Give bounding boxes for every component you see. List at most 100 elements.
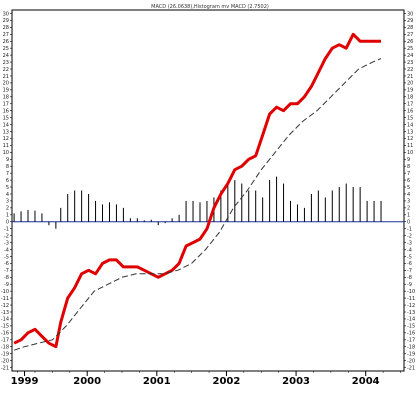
y-tick-label-left: 20 [3, 81, 9, 87]
y-tick-label-right: 9 [407, 157, 410, 163]
y-tick-label-right: 8 [407, 164, 410, 170]
y-tick-label-right: -6 [407, 261, 412, 267]
y-tick-label-left: 3 [6, 199, 9, 205]
y-tick-label-left: -12 [1, 303, 9, 309]
y-tick-label-left: 24 [3, 53, 9, 59]
y-tick-label-right: -20 [407, 358, 415, 364]
y-tick-label-left: 29 [3, 18, 9, 24]
y-tick-label-right: -3 [407, 240, 412, 246]
y-tick-label-right: -12 [407, 303, 415, 309]
y-tick-label-left: -18 [1, 345, 9, 351]
y-tick-label-right: 23 [407, 60, 413, 66]
y-tick-label-right: 20 [407, 81, 413, 87]
x-tick-label: 2000 [73, 376, 101, 387]
x-tick-label: 2004 [352, 376, 380, 387]
y-tick-label-right: 24 [407, 53, 413, 59]
y-tick-label-left: 19 [3, 88, 9, 94]
y-tick-label-right: 19 [407, 88, 413, 94]
y-tick-label-left: -5 [4, 254, 9, 260]
y-tick-label-left: 4 [6, 192, 9, 198]
y-tick-label-right: 29 [407, 18, 413, 24]
y-tick-label-left: 16 [3, 108, 9, 114]
y-tick-label-left: -10 [1, 289, 9, 295]
y-tick-label-right: -19 [407, 351, 415, 357]
chart-title: MACD (26.0638),Histogram mv MACD (2.7502… [151, 4, 269, 10]
y-tick-label-left: -1 [4, 226, 9, 232]
y-tick-label-left: -11 [1, 296, 9, 302]
x-tick-label: 1999 [11, 376, 39, 387]
y-tick-label-right: 14 [407, 122, 413, 128]
y-tick-label-left: -2 [4, 233, 9, 239]
y-tick-label-left: -14 [1, 317, 9, 323]
y-tick-label-right: -13 [407, 310, 415, 316]
plot-frame [11, 9, 405, 372]
y-tick-label-right: 16 [407, 108, 413, 114]
macd-series-line [13, 32, 381, 349]
y-tick-label-left: -9 [4, 282, 9, 288]
y-tick-label-left: 12 [3, 136, 9, 142]
y-tick-label-right: 25 [407, 46, 413, 52]
y-tick-label-left: -8 [4, 275, 9, 281]
y-tick-label-right: 5 [407, 185, 410, 191]
y-tick-label-right: -7 [407, 268, 412, 274]
y-tick-label-right: -10 [407, 289, 415, 295]
y-tick-label-left: 5 [6, 185, 9, 191]
y-tick-label-right: 0 [407, 220, 410, 226]
y-tick-label-right: 10 [407, 150, 413, 156]
y-tick-label-left: 13 [3, 129, 9, 135]
y-tick-label-left: -7 [4, 268, 9, 274]
y-tick-label-left: -21 [1, 365, 9, 371]
y-tick-label-left: -3 [4, 240, 9, 246]
y-tick-label-left: 14 [3, 122, 9, 128]
y-tick-label-left: -4 [4, 247, 9, 253]
y-tick-label-right: -9 [407, 282, 412, 288]
y-tick-label-left: 25 [3, 46, 9, 52]
y-tick-label-right: -15 [407, 324, 415, 330]
y-tick-label-right: 4 [407, 192, 410, 198]
y-tick-label-left: 2 [6, 206, 9, 212]
y-tick-label-right: -17 [407, 338, 415, 344]
y-tick-label-left: 8 [6, 164, 9, 170]
y-tick-label-right: -18 [407, 345, 415, 351]
y-tick-label-right: 18 [407, 95, 413, 101]
y-tick-label-left: 0 [6, 220, 9, 226]
y-tick-label-right: 22 [407, 67, 413, 73]
x-tick-label: 2002 [213, 376, 241, 387]
y-tick-label-right: 1 [407, 213, 410, 219]
y-tick-label-left: -6 [4, 261, 9, 267]
y-tick-label-left: 6 [6, 178, 9, 184]
y-tick-label-left: 23 [3, 60, 9, 66]
y-tick-label-right: -8 [407, 275, 412, 281]
y-tick-label-right: 21 [407, 74, 413, 80]
y-tick-label-left: 30 [3, 11, 9, 17]
y-tick-label-right: -4 [407, 247, 412, 253]
y-tick-label-right: 12 [407, 136, 413, 142]
x-tick-label: 2003 [282, 376, 310, 387]
y-tick-label-right: 2 [407, 206, 410, 212]
y-tick-label-left: 7 [6, 171, 9, 177]
y-tick-label-left: -19 [1, 351, 9, 357]
y-tick-label-right: 28 [407, 25, 413, 31]
y-tick-label-left: 21 [3, 74, 9, 80]
y-tick-label-left: 18 [3, 95, 9, 101]
x-tick-label: 2001 [143, 376, 171, 387]
y-tick-label-right: 15 [407, 115, 413, 121]
y-tick-label-left: -20 [1, 358, 9, 364]
y-tick-label-right: -16 [407, 331, 415, 337]
y-tick-label-left: 22 [3, 67, 9, 73]
y-tick-label-right: 26 [407, 39, 413, 45]
y-tick-label-left: -13 [1, 310, 9, 316]
y-tick-label-right: 17 [407, 102, 413, 108]
y-tick-label-right: 11 [407, 143, 413, 149]
y-tick-label-left: 10 [3, 150, 9, 156]
y-tick-label-right: 27 [407, 32, 413, 38]
y-tick-label-right: 13 [407, 129, 413, 135]
y-tick-label-right: -2 [407, 233, 412, 239]
y-tick-label-right: -21 [407, 365, 415, 371]
y-tick-label-left: 1 [6, 213, 9, 219]
y-tick-label-right: 6 [407, 178, 410, 184]
y-tick-label-left: 11 [3, 143, 9, 149]
